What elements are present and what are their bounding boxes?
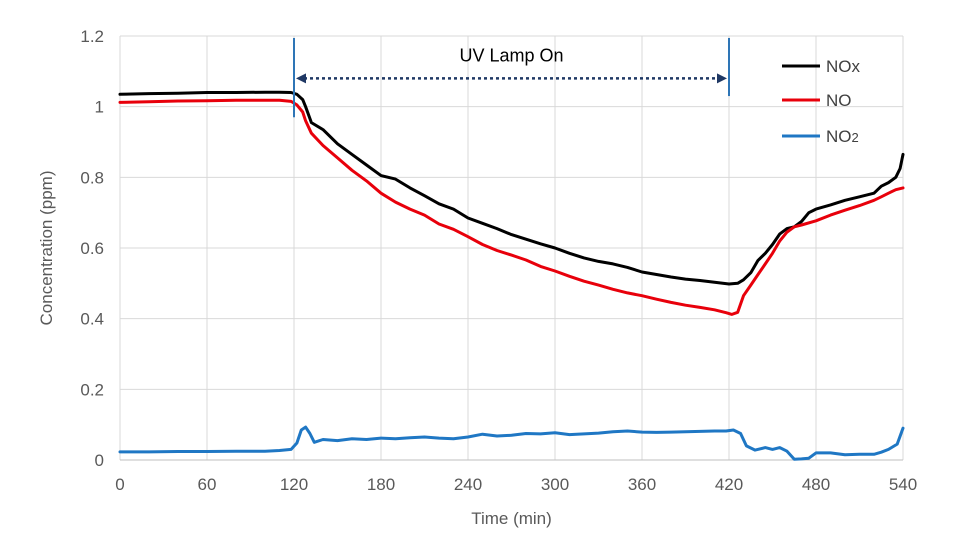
series-line-nox: [118, 90, 905, 286]
y-tick-label: 0.6: [80, 239, 104, 258]
axes: 0 0.2 0.4 0.6 0.8 1 1.2 0 60 120 180 240 300 360 420 48…: [37, 27, 917, 528]
y-tick-label: 1.2: [80, 27, 104, 46]
x-tick-label: 300: [541, 475, 569, 494]
series-group: [118, 90, 905, 461]
x-tick-label: 420: [715, 475, 743, 494]
x-tick-label: 480: [802, 475, 830, 494]
x-tick-label: 240: [454, 475, 482, 494]
x-tick-label: 540: [889, 475, 917, 494]
legend-label-no2: NO2: [826, 127, 859, 146]
x-tick-label: 180: [367, 475, 395, 494]
uv-lamp-label: UV Lamp On: [459, 45, 563, 65]
y-tick-label: 1: [95, 98, 104, 117]
y-tick-label: 0.4: [80, 310, 104, 329]
legend-label-nox: NOx: [826, 57, 861, 76]
legend-label-no: NO: [826, 91, 852, 110]
x-tick-label: 360: [628, 475, 656, 494]
uv-lamp-annotation: UV Lamp On: [293, 38, 730, 118]
grid: [119, 35, 904, 461]
y-axis-title: Concentration (ppm): [37, 171, 56, 326]
y-tick-label: 0.8: [80, 168, 104, 187]
x-axis-title: Time (min): [471, 509, 552, 528]
x-tick-label: 60: [198, 475, 217, 494]
arrowhead-left-icon: [296, 73, 306, 84]
legend: NOx NO NO2: [782, 57, 861, 146]
series-line-no2: [118, 425, 905, 461]
series-line-no: [118, 98, 905, 316]
y-tick-label: 0.2: [80, 380, 104, 399]
x-tick-label: 0: [115, 475, 124, 494]
x-tick-label: 120: [280, 475, 308, 494]
y-tick-label: 0: [95, 451, 104, 470]
arrowhead-right-icon: [717, 73, 727, 84]
